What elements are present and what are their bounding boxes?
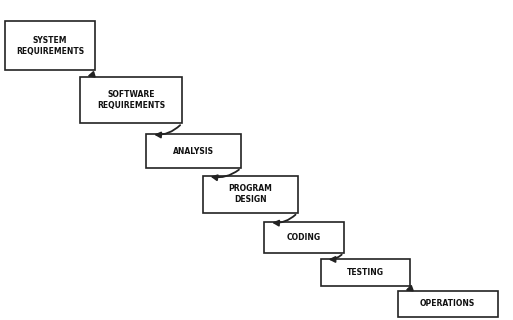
Bar bbox=[203, 176, 298, 213]
Bar bbox=[5, 21, 95, 70]
Bar bbox=[80, 77, 182, 123]
Text: SOFTWARE
REQUIREMENTS: SOFTWARE REQUIREMENTS bbox=[97, 90, 165, 110]
Bar bbox=[146, 134, 241, 168]
Bar bbox=[264, 222, 344, 253]
Text: SYSTEM
REQUIREMENTS: SYSTEM REQUIREMENTS bbox=[16, 36, 84, 56]
Text: ANALYSIS: ANALYSIS bbox=[173, 147, 214, 156]
Text: TESTING: TESTING bbox=[347, 268, 384, 277]
Bar bbox=[398, 291, 498, 317]
Text: OPERATIONS: OPERATIONS bbox=[420, 300, 475, 308]
Text: PROGRAM
DESIGN: PROGRAM DESIGN bbox=[228, 184, 272, 204]
Text: CODING: CODING bbox=[287, 233, 321, 242]
Bar bbox=[321, 259, 410, 286]
